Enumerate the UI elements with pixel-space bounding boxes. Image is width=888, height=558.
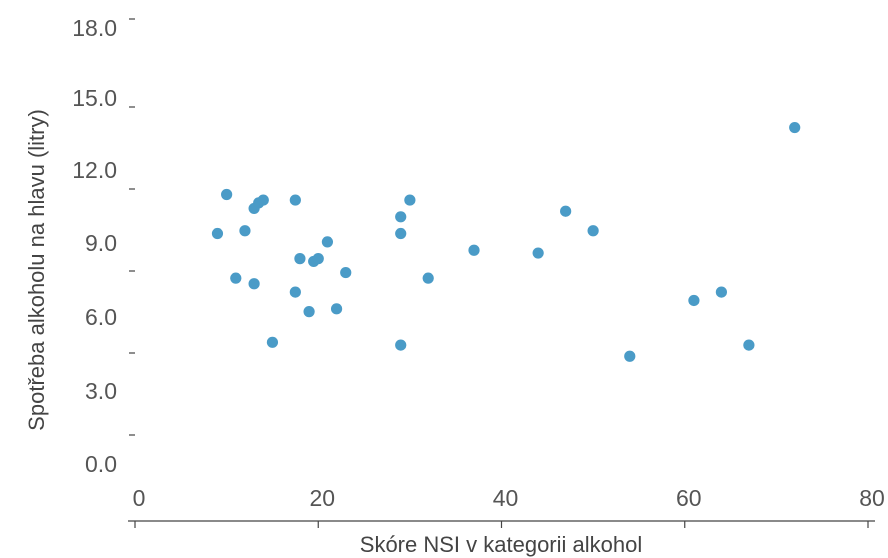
data-point: [395, 211, 407, 223]
y-tick-label: 15.0: [72, 85, 117, 111]
data-point: [239, 225, 251, 237]
data-point: [404, 194, 416, 206]
data-point: [340, 266, 352, 279]
data-point: [688, 294, 700, 307]
x-tick-label: 0: [133, 485, 146, 511]
y-tick-label: 0.0: [85, 451, 117, 477]
data-point: [587, 225, 599, 237]
data-point: [221, 188, 233, 201]
data-point: [468, 244, 480, 256]
data-point: [743, 339, 755, 351]
data-points: [211, 121, 801, 362]
x-tick-label: 20: [309, 485, 335, 511]
data-point: [560, 205, 572, 217]
x-axis-title: Skóre NSI v kategorii alkohol: [360, 532, 642, 557]
data-point: [211, 227, 224, 240]
y-tick-label: 12.0: [72, 157, 117, 183]
data-point: [294, 253, 306, 265]
x-tick-label: 60: [676, 485, 702, 511]
data-point: [395, 339, 407, 351]
data-point: [303, 306, 315, 318]
data-point: [789, 121, 801, 134]
x-axis: 0 20 40 60 80: [128, 485, 885, 528]
data-point: [257, 194, 269, 206]
y-tick-label: 9.0: [85, 230, 117, 256]
y-axis-title: Spotřeba alkoholu na hlavu (litry): [24, 109, 49, 431]
y-tick-label: 3.0: [85, 378, 117, 404]
data-point: [230, 272, 242, 284]
data-point: [321, 236, 334, 248]
x-tick-label: 80: [859, 485, 885, 511]
x-tick-label: 40: [493, 485, 519, 511]
data-point: [248, 278, 260, 290]
data-point: [289, 286, 301, 298]
data-point: [624, 350, 636, 362]
data-point: [715, 286, 728, 298]
y-axis: 0.0 3.0 6.0 9.0 12.0 15.0 18.0: [72, 15, 135, 477]
data-point: [312, 253, 324, 265]
data-point: [330, 303, 343, 315]
y-tick-label: 6.0: [85, 304, 117, 330]
data-point: [289, 194, 301, 206]
data-point: [395, 227, 407, 240]
data-point: [532, 247, 544, 259]
data-point: [422, 272, 434, 284]
y-tick-label: 18.0: [72, 15, 117, 41]
data-point: [266, 336, 279, 348]
